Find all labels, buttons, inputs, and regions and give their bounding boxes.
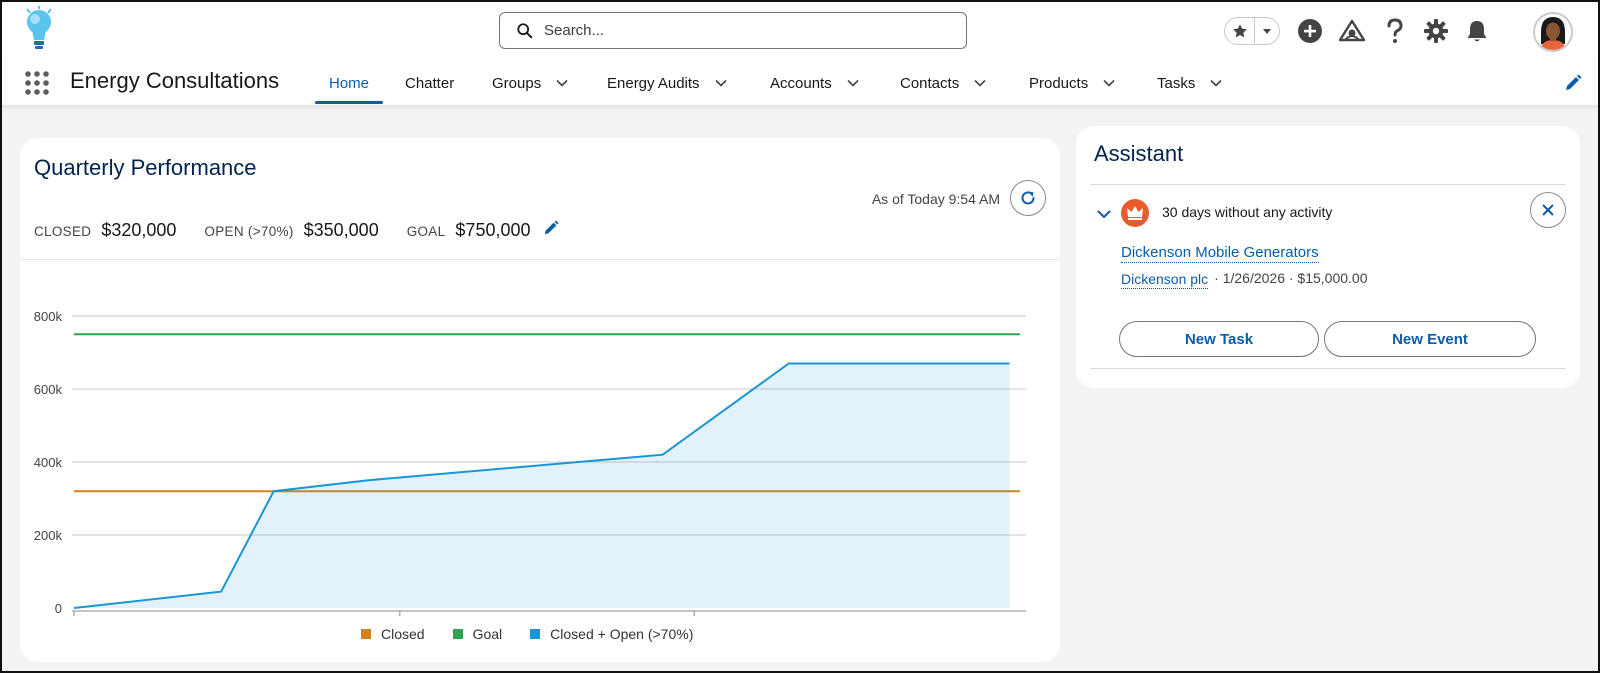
performance-metrics: CLOSED $320,000 OPEN (>70%) $350,000 GOA… bbox=[34, 220, 559, 241]
card-divider bbox=[20, 259, 1060, 260]
opportunity-link[interactable]: Dickenson Mobile Generators bbox=[1121, 244, 1319, 263]
refresh-icon bbox=[1021, 191, 1035, 205]
card-title: Assistant bbox=[1094, 141, 1184, 166]
edit-nav-pencil-icon[interactable] bbox=[1564, 74, 1582, 92]
favorites-control bbox=[1224, 17, 1280, 45]
goal-value: $750,000 bbox=[455, 220, 531, 240]
y-tick-label: 400k bbox=[34, 455, 63, 470]
chevron-down-icon[interactable] bbox=[1096, 206, 1112, 222]
open-value: $350,000 bbox=[303, 220, 379, 240]
global-search[interactable] bbox=[499, 12, 967, 49]
nav-tab-label: Accounts bbox=[770, 74, 832, 92]
app-logo[interactable] bbox=[18, 6, 58, 54]
y-tick-label: 0 bbox=[55, 601, 62, 616]
chevron-down-icon[interactable] bbox=[555, 76, 569, 90]
x-tick-label: Feb bbox=[389, 618, 411, 620]
setup-gear-icon[interactable] bbox=[1421, 16, 1451, 46]
opportunity-meta: · 1/26/2026 · $15,000.00 bbox=[1214, 270, 1368, 286]
card-title: Quarterly Performance bbox=[34, 155, 257, 180]
y-tick-label: 800k bbox=[34, 309, 63, 324]
nav-tab-label: Energy Audits bbox=[607, 74, 700, 92]
favorites-dropdown-icon[interactable] bbox=[1255, 18, 1279, 44]
nav-tab-groups[interactable]: Groups bbox=[492, 60, 569, 106]
nav-tab-home[interactable]: Home bbox=[315, 60, 384, 106]
new-task-button[interactable]: New Task bbox=[1119, 321, 1319, 357]
global-header bbox=[2, 2, 1598, 60]
series-area-closed-open-70 bbox=[74, 363, 1010, 608]
nav-tab-accounts[interactable]: Accounts bbox=[770, 60, 860, 106]
quarterly-performance-card: Quarterly Performance As of Today 9:54 A… bbox=[20, 138, 1060, 662]
as-of-timestamp: As of Today 9:54 AM bbox=[871, 191, 1000, 207]
closed-value: $320,000 bbox=[101, 220, 177, 240]
help-icon[interactable] bbox=[1380, 16, 1410, 46]
x-tick-label: Mar bbox=[683, 618, 706, 620]
new-event-button[interactable]: New Event bbox=[1324, 321, 1536, 357]
nav-tab-label: Tasks bbox=[1157, 74, 1196, 92]
nav-tab-products[interactable]: Products bbox=[1029, 60, 1116, 106]
closed-label: CLOSED bbox=[34, 224, 92, 239]
app-navigation-bar: Energy Consultations Home Chatter Groups… bbox=[2, 60, 1598, 106]
assistant-card: Assistant 30 days without any activity D… bbox=[1076, 126, 1580, 388]
app-name: Energy Consultations bbox=[70, 68, 280, 93]
legend-swatch bbox=[452, 629, 463, 639]
legend-item-closed-open[interactable]: Closed + Open (>70%) bbox=[530, 626, 693, 642]
edit-goal-pencil-icon[interactable] bbox=[543, 220, 559, 236]
notifications-bell-icon[interactable] bbox=[1462, 16, 1492, 46]
nav-tab-label: Groups bbox=[492, 74, 542, 92]
open-label: OPEN (>70%) bbox=[204, 224, 294, 239]
y-tick-label: 200k bbox=[34, 528, 63, 543]
series-line-closed-open-70 bbox=[73, 362, 1010, 609]
nav-tab-label: Contacts bbox=[900, 74, 960, 92]
card-divider bbox=[1090, 184, 1566, 185]
legend-item-goal[interactable]: Goal bbox=[452, 626, 503, 642]
favorites-star-icon[interactable] bbox=[1225, 18, 1255, 44]
nav-tab-label: Home bbox=[329, 74, 370, 92]
user-avatar[interactable] bbox=[1533, 12, 1573, 52]
legend-swatch bbox=[530, 629, 541, 639]
y-tick-label: 600k bbox=[34, 382, 63, 397]
performance-chart: 0 200k 400k 600k 800k Jan Feb Mar bbox=[34, 309, 1026, 620]
search-input[interactable] bbox=[544, 22, 944, 39]
account-link[interactable]: Dickenson plc bbox=[1121, 271, 1209, 289]
nav-tab-label: Products bbox=[1029, 74, 1089, 92]
nav-tab-chatter[interactable]: Chatter bbox=[405, 60, 454, 106]
chart-legend: Closed Goal Closed + Open (>70%) bbox=[361, 626, 721, 642]
goal-label: GOAL bbox=[406, 224, 446, 239]
nav-tab-label: Chatter bbox=[405, 74, 455, 92]
legend-label: Goal bbox=[472, 626, 503, 642]
opportunity-details: Dickenson plc · 1/26/2026 · $15,000.00 bbox=[1121, 270, 1368, 289]
assistant-message: 30 days without any activity bbox=[1162, 204, 1333, 220]
card-divider bbox=[1090, 368, 1566, 369]
app-launcher-icon[interactable] bbox=[24, 70, 50, 96]
chevron-down-icon[interactable] bbox=[846, 76, 860, 90]
legend-item-closed[interactable]: Closed bbox=[361, 626, 425, 642]
chevron-down-icon[interactable] bbox=[1209, 76, 1223, 90]
chevron-down-icon[interactable] bbox=[973, 76, 987, 90]
dismiss-button[interactable] bbox=[1530, 192, 1566, 228]
search-icon bbox=[517, 22, 533, 38]
chevron-down-icon[interactable] bbox=[1102, 76, 1116, 90]
legend-label: Closed + Open (>70%) bbox=[550, 626, 694, 642]
refresh-button[interactable] bbox=[1010, 180, 1046, 216]
trailhead-icon[interactable] bbox=[1337, 16, 1367, 46]
close-icon bbox=[1542, 204, 1554, 216]
add-icon[interactable] bbox=[1295, 16, 1325, 46]
x-tick-label: Jan bbox=[64, 618, 85, 620]
nav-tab-energy-audits[interactable]: Energy Audits bbox=[607, 60, 728, 106]
nav-tab-tasks[interactable]: Tasks bbox=[1157, 60, 1223, 106]
nav-tab-contacts[interactable]: Contacts bbox=[900, 60, 987, 106]
legend-label: Closed bbox=[381, 626, 425, 642]
legend-swatch bbox=[361, 629, 371, 639]
opportunity-crown-icon bbox=[1121, 199, 1149, 227]
chevron-down-icon[interactable] bbox=[714, 76, 728, 90]
